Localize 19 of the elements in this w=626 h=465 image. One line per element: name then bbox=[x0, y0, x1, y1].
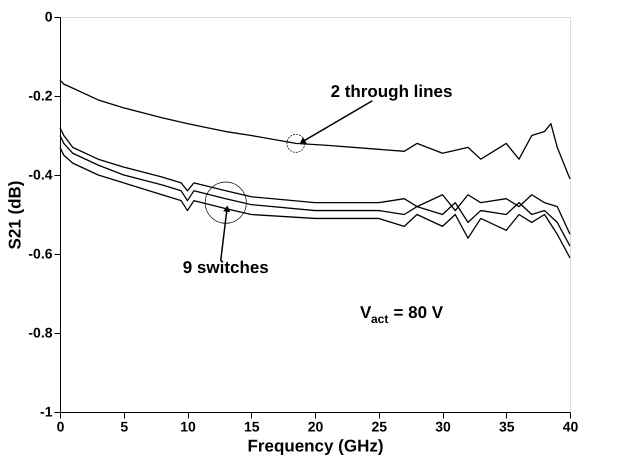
y-tick-label: 0 bbox=[44, 8, 53, 24]
y-axis-title: S21 (dB) bbox=[5, 180, 24, 250]
y-tick-label: -0.4 bbox=[28, 166, 53, 182]
y-tick-label: -1 bbox=[40, 404, 53, 420]
y-tick-label: -0.6 bbox=[28, 246, 53, 262]
x-tick-label: 40 bbox=[562, 418, 578, 434]
y-tick-label: -0.2 bbox=[28, 88, 53, 104]
x-tick-label: 30 bbox=[435, 418, 451, 434]
y-tick-label: -0.8 bbox=[28, 324, 53, 340]
x-tick-label: 0 bbox=[56, 418, 65, 434]
annotation: 2 through lines bbox=[330, 82, 452, 102]
x-tick-label: 5 bbox=[120, 418, 128, 434]
x-tick-label: 15 bbox=[244, 418, 260, 434]
annotation: 9 switches bbox=[182, 258, 269, 277]
x-tick-label: 10 bbox=[180, 418, 196, 434]
x-tick-label: 25 bbox=[371, 418, 388, 434]
x-tick-label: 20 bbox=[308, 418, 324, 434]
x-axis-title: Frequency (GHz) bbox=[247, 436, 384, 456]
x-tick-label: 35 bbox=[498, 418, 515, 434]
